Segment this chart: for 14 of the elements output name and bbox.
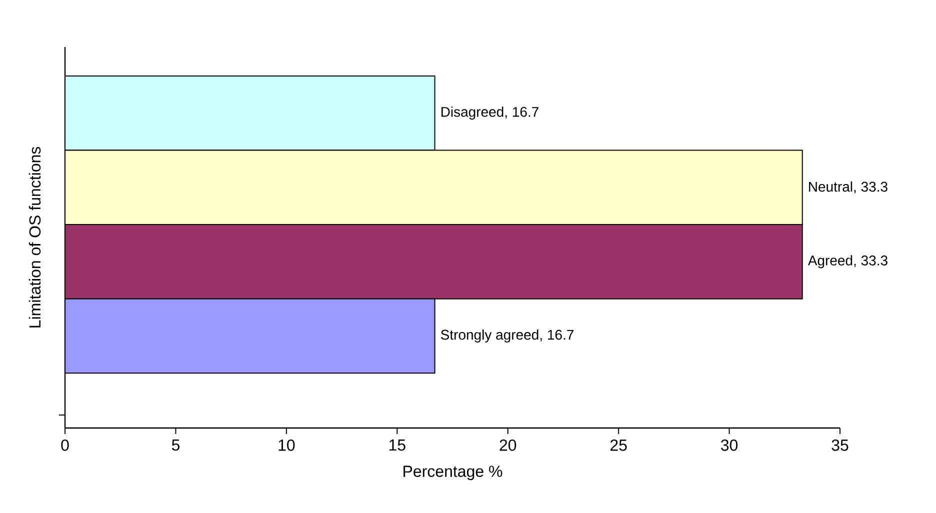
x-tick-label: 25	[610, 440, 627, 451]
x-axis-title: Percentage %	[404, 466, 502, 480]
data-label: Agreed, 33.3	[808, 255, 888, 268]
x-tick-label: 5	[172, 440, 180, 451]
x-tick-label: 20	[500, 440, 516, 451]
data-label: Neutral, 33.3	[809, 181, 888, 194]
data-label: Disagreed, 16.7	[441, 106, 538, 120]
x-tick-label: 15	[389, 440, 406, 451]
x-tick-label: 0	[61, 440, 69, 451]
x-tick-label: 30	[721, 440, 738, 451]
x-tick-label: 35	[832, 440, 848, 451]
x-tick-label: 10	[278, 440, 295, 451]
data-label: Strongly agreed, 16.7	[440, 329, 574, 342]
y-axis-title: Limitation of OS functions	[28, 146, 41, 328]
